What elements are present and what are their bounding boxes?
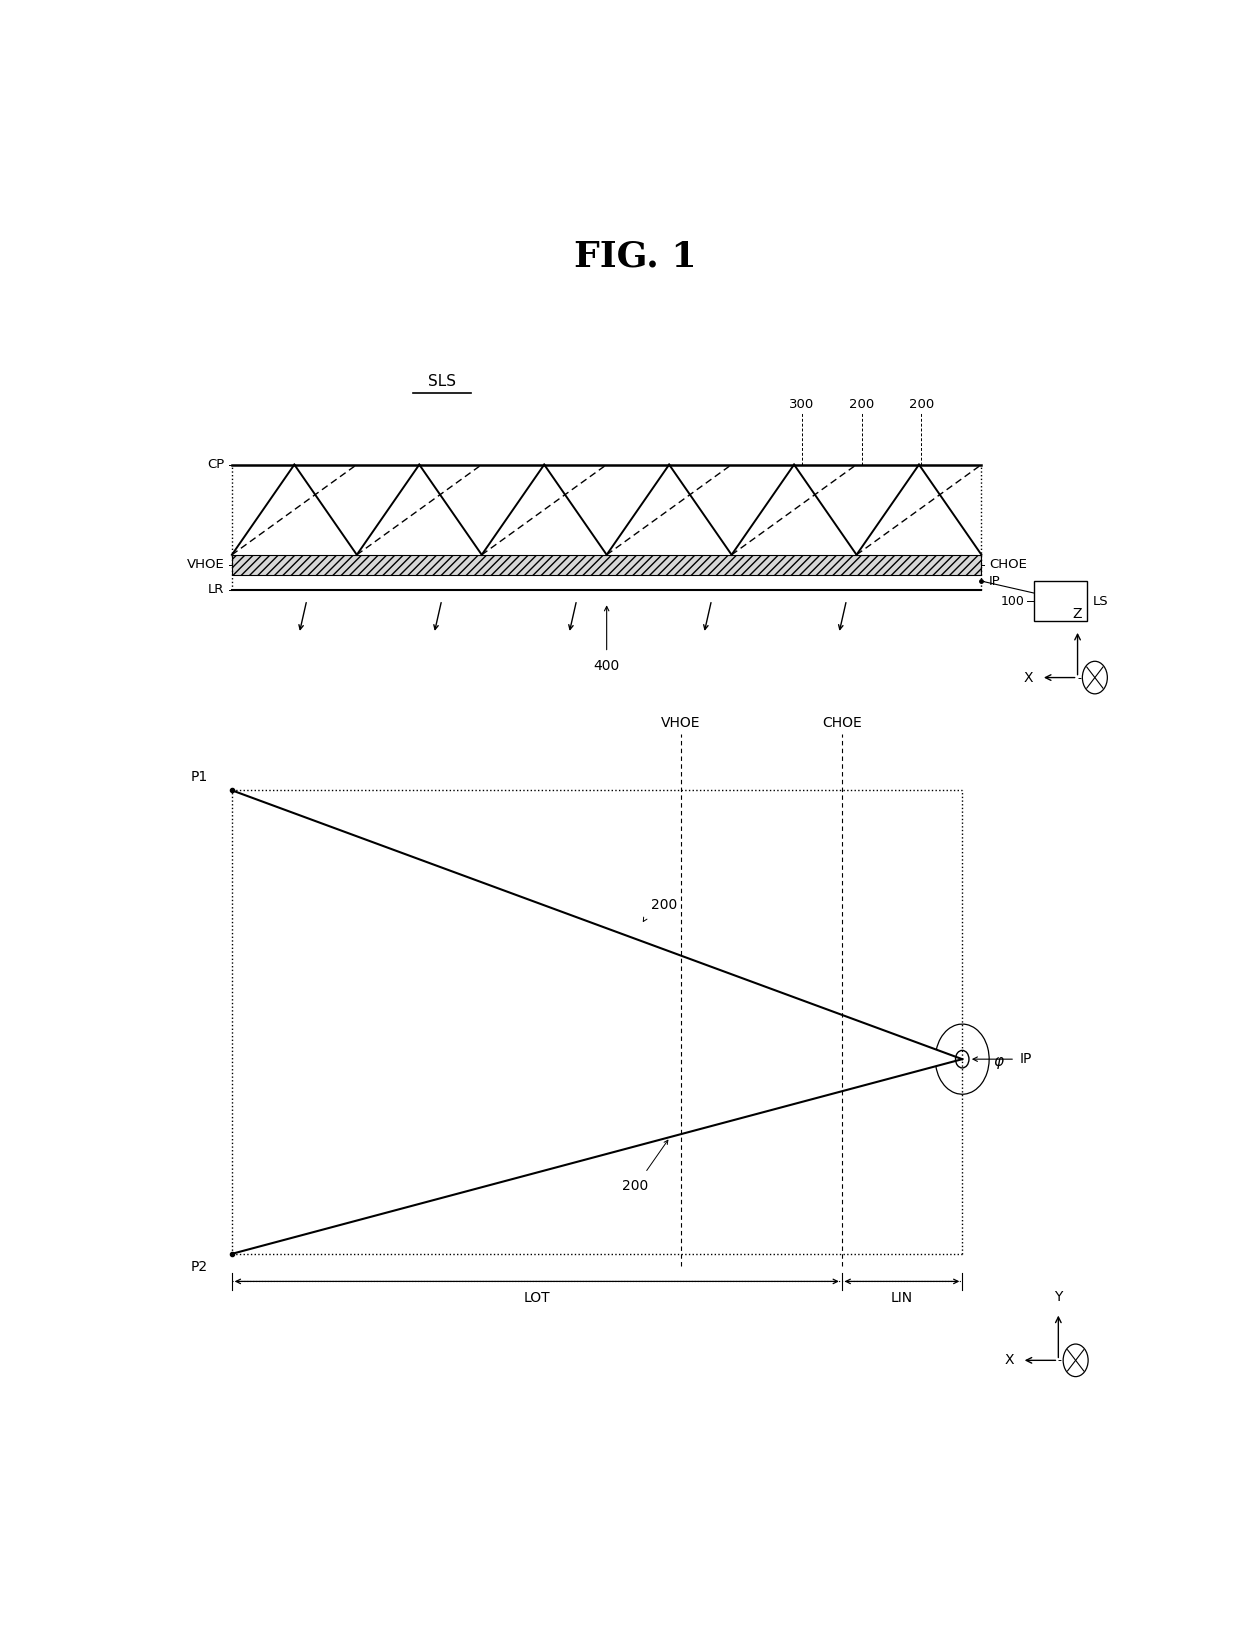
Text: X: X	[1004, 1354, 1014, 1367]
Text: X: X	[1024, 670, 1033, 685]
Text: 200: 200	[909, 397, 934, 410]
Text: FIG. 1: FIG. 1	[574, 239, 697, 273]
Text: Z: Z	[1073, 607, 1083, 622]
Text: φ: φ	[993, 1054, 1003, 1069]
Text: LR: LR	[208, 584, 224, 597]
Text: LIN: LIN	[890, 1292, 913, 1305]
Text: IP: IP	[1019, 1053, 1032, 1066]
Text: 100: 100	[1001, 594, 1024, 607]
Text: 400: 400	[594, 659, 620, 674]
Text: 200: 200	[849, 397, 874, 410]
Bar	[1034, 581, 1087, 622]
Text: P1: P1	[191, 770, 208, 784]
Text: LOT: LOT	[523, 1292, 551, 1305]
Text: 200: 200	[622, 1180, 649, 1193]
Text: Y: Y	[1054, 1290, 1063, 1303]
Text: SLS: SLS	[428, 374, 456, 389]
Text: CHOE: CHOE	[822, 716, 862, 731]
Text: VHOE: VHOE	[661, 716, 701, 731]
Text: 300: 300	[789, 397, 815, 410]
Text: VHOE: VHOE	[186, 558, 224, 571]
Text: CHOE: CHOE	[990, 558, 1027, 571]
Text: CP: CP	[207, 459, 224, 472]
Text: IP: IP	[990, 574, 1001, 587]
Text: LS: LS	[1092, 594, 1109, 607]
Text: 200: 200	[651, 898, 677, 913]
Polygon shape	[232, 555, 982, 574]
Text: P2: P2	[191, 1261, 208, 1274]
